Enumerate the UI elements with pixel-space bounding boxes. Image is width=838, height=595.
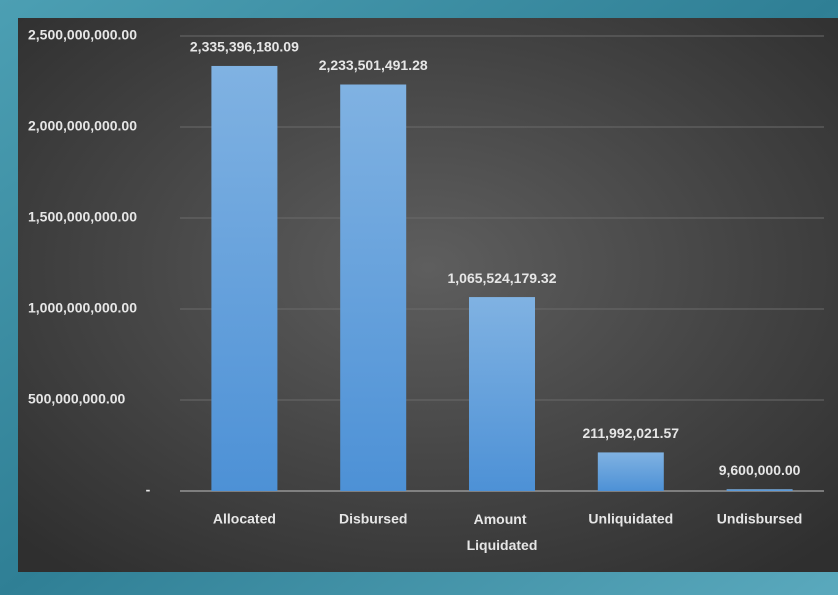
y-tick-label: 1,000,000,000.00 [28, 300, 137, 316]
data-label: 211,992,021.57 [583, 425, 680, 441]
bar [211, 65, 278, 492]
x-tick-label: Allocated [213, 511, 276, 527]
bar [469, 297, 535, 491]
x-tick-label: Disbursed [339, 511, 407, 527]
data-label: 2,233,501,491.28 [319, 57, 428, 73]
bar [726, 489, 793, 491]
bar [597, 452, 664, 491]
data-label: 9,600,000.00 [719, 462, 801, 478]
y-tick-label: 2,000,000,000.00 [28, 118, 137, 134]
data-label: 2,335,396,180.09 [190, 39, 299, 55]
x-tick-label: Undisbursed [717, 511, 803, 527]
chart-area [18, 18, 838, 572]
y-tick-label: 1,500,000,000.00 [28, 209, 137, 225]
y-tick-label: 500,000,000.00 [28, 391, 126, 407]
data-label: 1,065,524,179.32 [448, 270, 557, 286]
x-tick-label: Amount Liquidated [467, 511, 538, 553]
bar [340, 84, 407, 491]
x-tick-label: Unliquidated [588, 511, 673, 527]
y-tick-label: - [146, 482, 151, 498]
y-tick-label: 2,500,000,000.00 [28, 27, 137, 43]
